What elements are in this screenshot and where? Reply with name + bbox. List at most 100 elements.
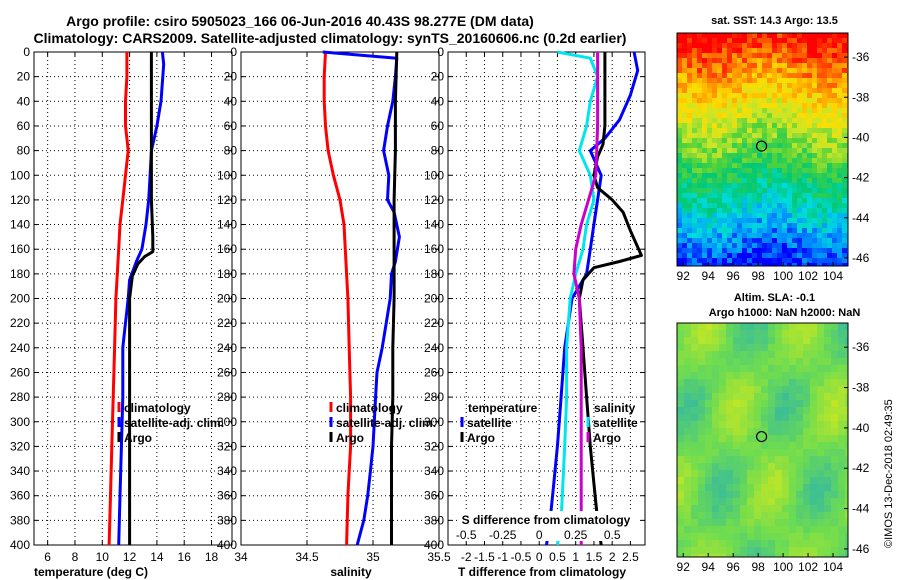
map-cell: [817, 143, 822, 148]
map-cell: [832, 88, 837, 93]
map-cell: [719, 407, 726, 414]
map-cell: [803, 393, 810, 400]
map-cell: [712, 78, 717, 83]
map-cell: [757, 103, 762, 108]
map-cell: [842, 128, 847, 133]
map-cell: [796, 512, 803, 519]
map-cell: [845, 400, 848, 407]
map-cell: [737, 38, 742, 43]
map-cell: [732, 193, 737, 198]
map-cell: [697, 53, 702, 58]
map-cell: [742, 48, 747, 53]
series-line-argo: [128, 52, 155, 545]
map-cell: [782, 344, 789, 351]
map-cell: [698, 477, 705, 484]
map-cell: [787, 118, 792, 123]
map-cell: [687, 103, 692, 108]
map-cell: [712, 148, 717, 153]
map-cell: [684, 351, 691, 358]
map-cell: [752, 118, 757, 123]
map-cell: [684, 365, 691, 372]
map-cell: [761, 449, 768, 456]
map-cell: [722, 178, 727, 183]
map-cell: [768, 337, 775, 344]
map-cell: [792, 258, 797, 263]
map-cell: [747, 463, 754, 470]
map-cell: [797, 83, 802, 88]
map-cell: [824, 379, 831, 386]
series-line-climatology: [107, 52, 130, 546]
map-cell: [803, 372, 810, 379]
map-cell: [687, 198, 692, 203]
map-cell: [782, 183, 787, 188]
map-cell: [740, 323, 747, 330]
map-cell: [842, 178, 847, 183]
map-cell: [831, 393, 838, 400]
map-cell: [797, 203, 802, 208]
map-cell: [719, 547, 726, 554]
map-cell: [827, 263, 832, 266]
map-cell: [807, 63, 812, 68]
map-cell: [772, 233, 777, 238]
map-cell: [677, 233, 682, 238]
map-cell: [768, 526, 775, 533]
map-cell: [719, 463, 726, 470]
map-cell: [705, 547, 712, 554]
map-cell: [761, 379, 768, 386]
map-cell: [719, 512, 726, 519]
map-cell: [837, 138, 842, 143]
map-cell: [807, 233, 812, 238]
map-cell: [822, 183, 827, 188]
map-cell: [719, 519, 726, 526]
map-cell: [684, 442, 691, 449]
map-cell: [747, 533, 754, 540]
map-cell: [775, 484, 782, 491]
map-cell: [757, 203, 762, 208]
map-cell: [817, 414, 824, 421]
map-cell: [702, 103, 707, 108]
map-cell: [712, 372, 719, 379]
map-cell: [827, 93, 832, 98]
map-cell: [733, 540, 740, 547]
map-cell: [742, 228, 747, 233]
map-cell: [712, 263, 717, 266]
map-cell: [747, 477, 754, 484]
map-cell: [845, 351, 848, 358]
map-cell: [702, 223, 707, 228]
map-cell: [677, 43, 682, 48]
map-cell: [719, 365, 726, 372]
map-cell: [767, 183, 772, 188]
map-cell: [691, 351, 698, 358]
map-cell: [697, 48, 702, 53]
map-cell: [707, 158, 712, 163]
map-cell: [802, 133, 807, 138]
map-cell: [796, 498, 803, 505]
map-cell: [775, 337, 782, 344]
map-cell: [775, 428, 782, 435]
map-cell: [722, 203, 727, 208]
map-cell: [845, 512, 848, 519]
map-cell: [789, 400, 796, 407]
map-cell: [705, 498, 712, 505]
map-cell: [747, 243, 752, 248]
map-cell: [777, 193, 782, 198]
map-cell: [722, 93, 727, 98]
map-cell: [797, 243, 802, 248]
map-cell: [817, 158, 822, 163]
map-cell: [767, 118, 772, 123]
map-cell: [719, 421, 726, 428]
map-cell: [754, 400, 761, 407]
map-cell: [692, 133, 697, 138]
map-cell: [789, 379, 796, 386]
map-cell: [702, 188, 707, 193]
map-cell: [792, 208, 797, 213]
map-cell: [810, 330, 817, 337]
map-cell: [777, 103, 782, 108]
map-cell: [757, 243, 762, 248]
map-cell: [782, 421, 789, 428]
map-cell: [761, 407, 768, 414]
map-cell: [797, 73, 802, 78]
map-cell: [742, 253, 747, 258]
map-cell: [692, 148, 697, 153]
argo-location-marker: [755, 430, 768, 443]
